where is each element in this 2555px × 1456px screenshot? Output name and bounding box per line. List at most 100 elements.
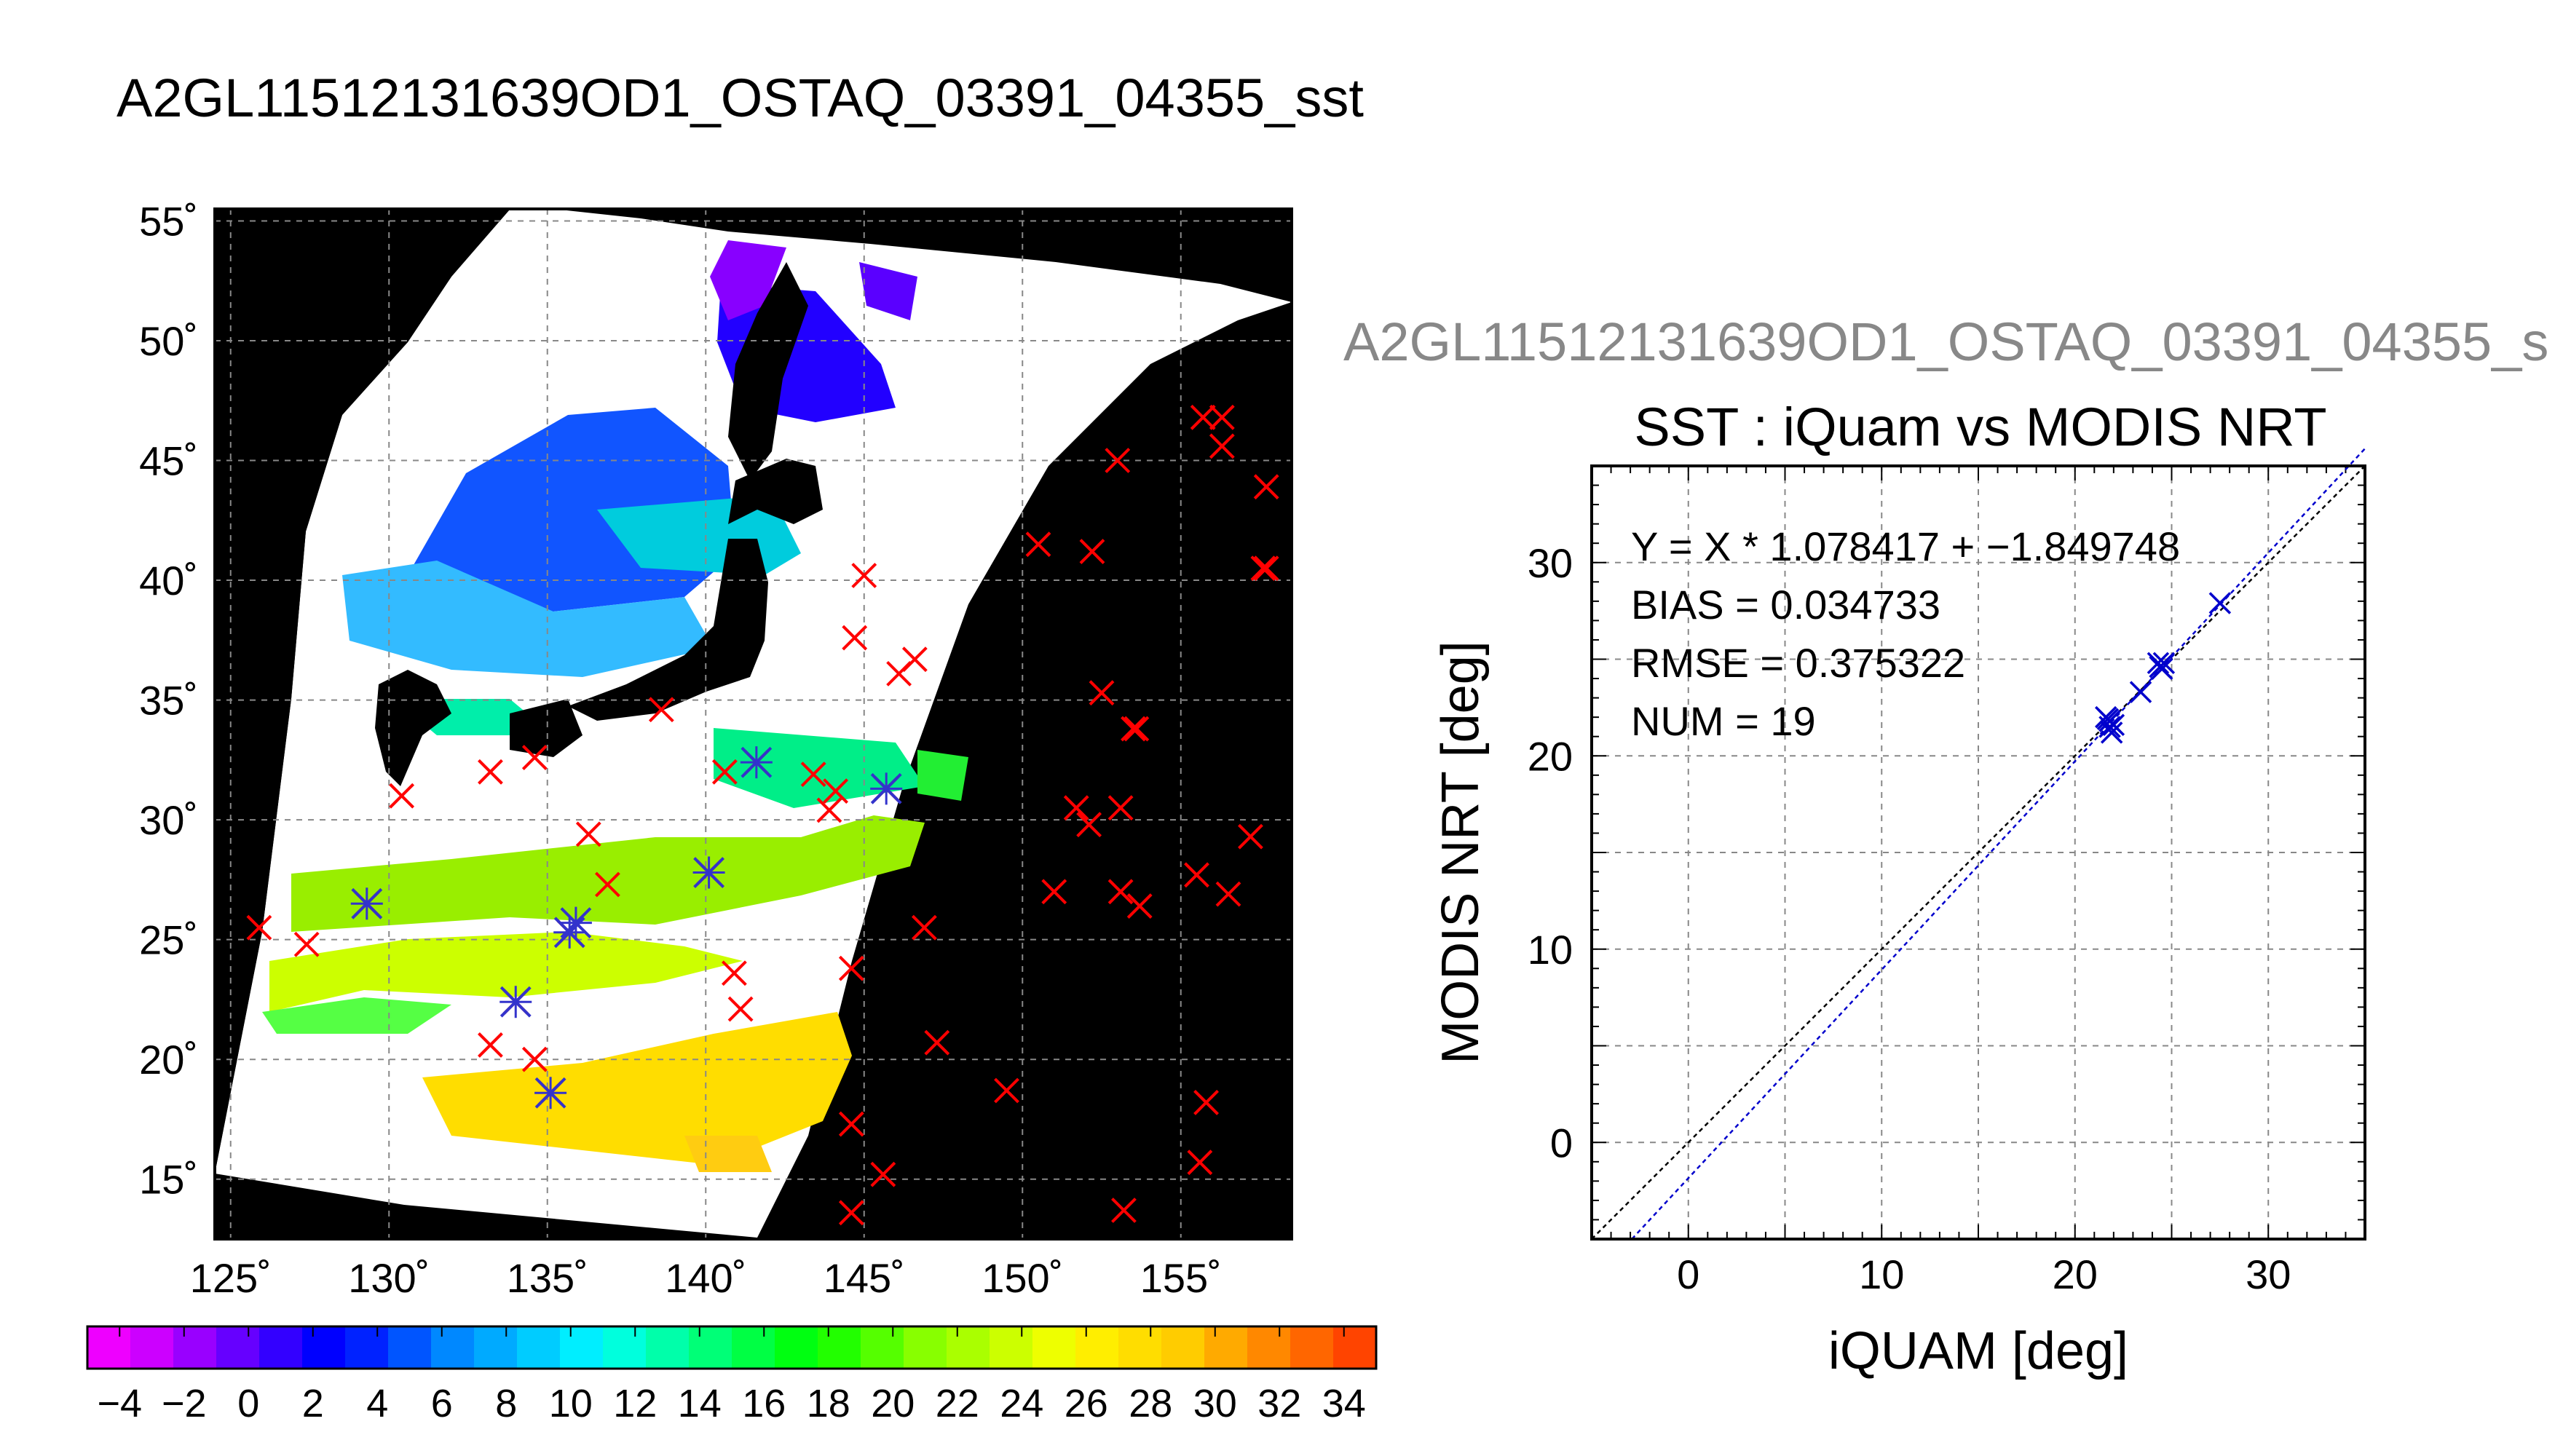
colorbar-cell — [388, 1326, 432, 1369]
matchup-point-marker — [740, 746, 773, 779]
iquam-point-marker — [648, 697, 674, 723]
map-lat-tick-label: 55˚ — [139, 198, 198, 244]
iquam-point-marker — [1076, 812, 1102, 838]
matchup-point-marker — [870, 772, 903, 805]
iquam-point-marker — [478, 1032, 503, 1058]
map-markers — [246, 404, 1279, 1226]
map-lat-tick-label: 20˚ — [139, 1037, 198, 1083]
colorbar-label: 2 — [302, 1382, 324, 1425]
iquam-point-marker — [924, 1029, 950, 1056]
colorbar-frame — [86, 1325, 1378, 1370]
colorbar-cell — [173, 1326, 217, 1369]
iquam-point-marker — [870, 1161, 896, 1187]
iquam-point-marker — [838, 955, 864, 981]
colorbar-label: 16 — [742, 1382, 786, 1425]
iquam-point-marker — [901, 646, 928, 673]
scatter-x-axis-label: iQUAM [deg] — [1828, 1322, 2128, 1380]
iquam-point-marker — [1107, 879, 1134, 905]
colorbar-label: 28 — [1129, 1382, 1172, 1425]
iquam-point-marker — [1238, 823, 1263, 850]
scatter-lines — [1591, 448, 2366, 1240]
colorbar-cell — [302, 1326, 346, 1369]
scatter-y-axis-label: MODIS NRT [deg] — [1431, 641, 1490, 1064]
colorbar-label: 32 — [1257, 1382, 1301, 1425]
map-tick-labels: 125˚ 130˚ 135˚ 140˚ 145˚ 150˚ 155˚ 15˚ 20˚ 25˚ 30˚… — [139, 198, 1222, 1301]
stat-rmse: RMSE = 0.375322 — [1631, 640, 1965, 686]
iquam-point-marker — [838, 1111, 864, 1137]
colorbar-label: 12 — [613, 1382, 657, 1425]
colorbar-labels: −4 −2 0 2 4 6 8 10 12 14 16 18 20 22 24 26 28 30 32 34 — [97, 1326, 1366, 1425]
sst-region-tropical-south — [684, 1136, 772, 1172]
sst-region-north — [710, 240, 786, 320]
scatter-x-tick-label: 10 — [1859, 1251, 1904, 1297]
colorbar-label: 26 — [1065, 1382, 1108, 1425]
map-frame — [213, 207, 1293, 1241]
scatter-stats: Y = X * 1.078417 + −1.849748 BIAS = 0.03… — [1631, 523, 2180, 744]
colorbar-cell — [1032, 1326, 1076, 1369]
colorbar-cell — [431, 1326, 475, 1369]
scatter-points — [2094, 592, 2232, 744]
colorbar-cell — [603, 1326, 647, 1369]
iquam-point-marker — [1193, 1090, 1219, 1115]
colorbar-cell — [517, 1326, 561, 1369]
sst-region-japan-sea-south — [342, 561, 714, 677]
korean-peninsula — [375, 670, 451, 786]
iquam-point-marker — [1187, 1150, 1213, 1176]
iquam-point-marker — [1209, 433, 1235, 459]
colorbar-label: 0 — [237, 1382, 259, 1425]
scatter-point — [2129, 681, 2152, 703]
scatter-y-tick-label: 30 — [1528, 540, 1573, 586]
iquam-point-marker — [1121, 716, 1146, 742]
iquam-point-marker — [575, 821, 601, 847]
hokkaido — [728, 459, 823, 524]
iquam-point-marker — [823, 778, 849, 804]
scatter-point — [2152, 652, 2176, 675]
colorbar-cell — [474, 1326, 518, 1369]
iquam-point-marker — [594, 871, 620, 898]
colorbar-cell — [1161, 1326, 1205, 1369]
colorbar-cell — [732, 1326, 775, 1369]
one-to-one-line — [1591, 465, 2366, 1240]
iquam-point-marker — [721, 960, 747, 986]
map-lon-tick-label: 140˚ — [665, 1255, 746, 1301]
iquam-point-marker — [1253, 474, 1279, 500]
main-title: A2GL11512131639OD1_OSTAQ_03391_04355_sst — [117, 68, 1364, 128]
matchup-point-marker — [534, 1077, 567, 1109]
iquam-point-marker — [246, 914, 272, 941]
matchup-point-marker — [553, 916, 586, 949]
land-masses — [215, 209, 823, 1174]
iquam-point-marker — [851, 563, 877, 588]
honshu — [568, 539, 768, 721]
iquam-point-marker — [389, 783, 415, 809]
colorbar-label: 4 — [366, 1382, 388, 1425]
iquam-point-marker — [911, 914, 937, 941]
sst-region-kuril — [859, 262, 917, 320]
colorbar-label: 6 — [431, 1382, 453, 1425]
iquam-point-marker — [521, 745, 548, 770]
scatter-x-tick-label: 20 — [2053, 1251, 2098, 1297]
colorbar-cell — [904, 1326, 947, 1369]
map-lat-tick-label: 15˚ — [139, 1157, 198, 1203]
regression-line — [1631, 448, 2366, 1240]
map-grid — [215, 209, 1292, 1239]
colorbar-cell — [345, 1326, 389, 1369]
colorbar-cell — [1204, 1326, 1248, 1369]
iquam-point-marker — [1184, 862, 1209, 888]
sst-region-east — [917, 750, 968, 801]
map-lon-tick-label: 130˚ — [348, 1255, 430, 1301]
colorbar-cell — [259, 1326, 303, 1369]
colorbar-label: 20 — [871, 1382, 915, 1425]
colorbar-label: 8 — [495, 1382, 517, 1425]
scatter-y-tick-label: 10 — [1528, 927, 1573, 973]
sst-map-panel: 125˚ 130˚ 135˚ 140˚ 145˚ 150˚ 155˚ 15˚ 20˚ 25˚ 30˚… — [139, 198, 1293, 1301]
colorbar-cell — [1118, 1326, 1162, 1369]
colorbar-cell — [87, 1326, 131, 1369]
iquam-point-marker — [1215, 881, 1241, 907]
iquam-point-marker — [994, 1077, 1019, 1104]
colorbar-cell — [861, 1326, 904, 1369]
colorbar-label: 18 — [807, 1382, 850, 1425]
iquam-point-marker — [1250, 555, 1276, 582]
iquam-point-marker — [1209, 404, 1235, 430]
iquam-point-marker — [1107, 795, 1134, 821]
